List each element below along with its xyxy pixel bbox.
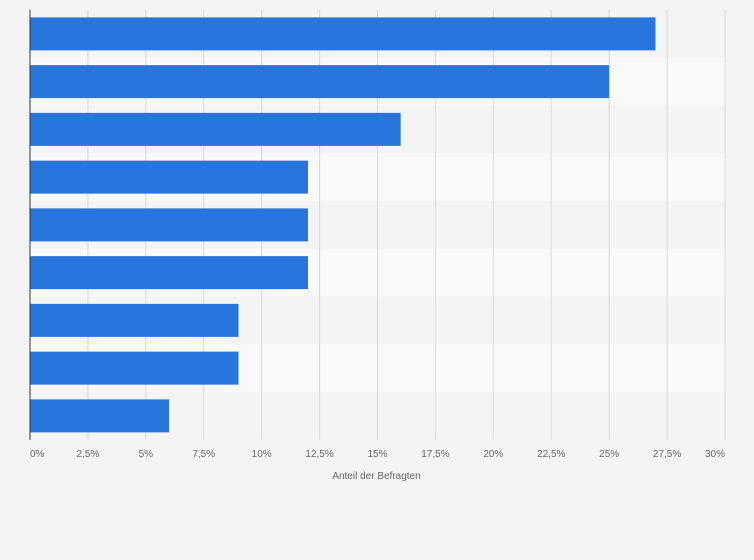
bar [30, 160, 308, 194]
x-tick-label: 7,5% [192, 449, 215, 460]
bar [30, 256, 308, 290]
x-tick-label: 22,5% [537, 449, 565, 460]
x-tick-label: 25% [599, 449, 619, 460]
bar [30, 112, 401, 146]
bar [30, 399, 169, 433]
bar [30, 303, 239, 337]
x-tick-label: 0% [30, 449, 45, 460]
bar [30, 17, 656, 51]
x-tick-label: 17,5% [421, 449, 449, 460]
bar [30, 351, 239, 385]
x-tick-label: 5% [139, 449, 154, 460]
x-tick-label: 30% [705, 449, 725, 460]
x-tick-label: 12,5% [305, 449, 333, 460]
x-tick-label: 27,5% [653, 449, 681, 460]
x-tick-label: 10% [252, 449, 272, 460]
bar [30, 65, 610, 99]
x-tick-label: 20% [483, 449, 503, 460]
x-axis-title: Anteil der Befragten [332, 471, 420, 482]
x-tick-label: 2,5% [77, 449, 100, 460]
bar [30, 208, 308, 242]
x-tick-labels: 0% 2,5% 5% 7,5% 10% 12,5% 15% 17,5% 20% 22,5% 25% 2… [30, 449, 725, 460]
x-tick-label: 15% [367, 449, 387, 460]
bars [30, 17, 656, 433]
